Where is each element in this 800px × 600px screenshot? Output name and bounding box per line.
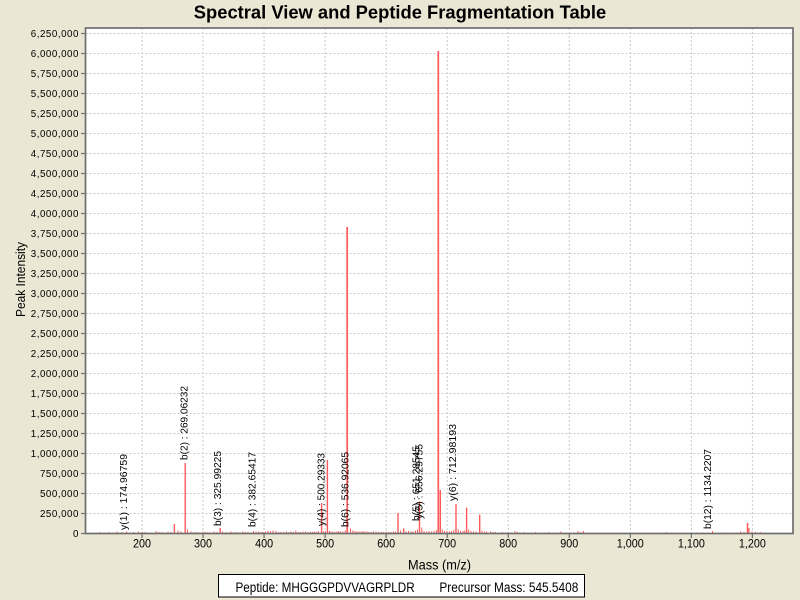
- svg-text:Spectral View and Peptide Frag: Spectral View and Peptide Fragmentation …: [194, 2, 606, 22]
- svg-text:2,500,000: 2,500,000: [31, 329, 79, 340]
- svg-text:3,000,000: 3,000,000: [31, 289, 79, 300]
- svg-text:b(5) : 651.28545: b(5) : 651.28545: [411, 446, 422, 521]
- svg-text:1,100: 1,100: [678, 537, 705, 551]
- svg-text:2,250,000: 2,250,000: [31, 349, 79, 360]
- svg-text:300: 300: [194, 537, 212, 551]
- svg-text:4,500,000: 4,500,000: [31, 169, 79, 180]
- svg-text:1,250,000: 1,250,000: [31, 429, 79, 440]
- svg-text:1,000,000: 1,000,000: [31, 449, 79, 460]
- svg-text:900: 900: [560, 537, 578, 551]
- svg-text:y(1) : 174.96759: y(1) : 174.96759: [119, 454, 130, 530]
- svg-text:800: 800: [499, 537, 517, 551]
- svg-text:5,250,000: 5,250,000: [31, 109, 79, 120]
- svg-text:500,000: 500,000: [40, 489, 79, 500]
- svg-text:3,750,000: 3,750,000: [31, 229, 79, 240]
- svg-text:b(2) : 269.06232: b(2) : 269.06232: [180, 386, 191, 460]
- svg-text:1,000: 1,000: [617, 537, 644, 551]
- svg-text:1,200: 1,200: [739, 537, 766, 551]
- svg-text:y(4) : 500.29333: y(4) : 500.29333: [316, 453, 327, 526]
- svg-text:Mass (m/z): Mass (m/z): [408, 557, 471, 573]
- svg-text:2,000,000: 2,000,000: [31, 369, 79, 380]
- svg-text:y(6) : 712.98193: y(6) : 712.98193: [448, 424, 459, 501]
- svg-text:y(5) : 656.29755: y(5) : 656.29755: [414, 444, 425, 519]
- svg-text:500: 500: [316, 537, 334, 551]
- svg-text:5,000,000: 5,000,000: [31, 129, 79, 140]
- svg-text:3,500,000: 3,500,000: [31, 249, 79, 260]
- svg-text:2,750,000: 2,750,000: [31, 309, 79, 320]
- svg-text:Precursor Mass: 545.5408: Precursor Mass: 545.5408: [439, 580, 578, 595]
- svg-text:3,250,000: 3,250,000: [31, 269, 79, 280]
- svg-text:600: 600: [377, 537, 395, 551]
- svg-text:4,250,000: 4,250,000: [31, 189, 79, 200]
- svg-text:b(4) : 382.65417: b(4) : 382.65417: [248, 452, 259, 527]
- svg-text:Peak Intensity: Peak Intensity: [13, 242, 28, 317]
- svg-text:5,500,000: 5,500,000: [31, 89, 79, 100]
- svg-text:b(12) : 1134.2207: b(12) : 1134.2207: [703, 449, 714, 529]
- svg-text:4,750,000: 4,750,000: [31, 149, 79, 160]
- svg-text:b(3) : 325.99225: b(3) : 325.99225: [213, 451, 224, 526]
- svg-text:1,500,000: 1,500,000: [31, 409, 79, 420]
- svg-text:0: 0: [73, 529, 79, 540]
- svg-text:6,250,000: 6,250,000: [31, 29, 79, 40]
- svg-text:Peptide: MHGGGPDVVAGRPLDR: Peptide: MHGGGPDVVAGRPLDR: [236, 580, 415, 595]
- svg-text:5,750,000: 5,750,000: [31, 69, 79, 80]
- svg-text:200: 200: [133, 537, 151, 551]
- svg-text:750,000: 750,000: [40, 469, 79, 480]
- svg-text:400: 400: [255, 537, 273, 551]
- svg-text:250,000: 250,000: [40, 509, 79, 520]
- svg-text:1,750,000: 1,750,000: [31, 389, 79, 400]
- svg-text:b(6) : 536.92065: b(6) : 536.92065: [340, 452, 351, 527]
- svg-text:4,000,000: 4,000,000: [31, 209, 79, 220]
- svg-text:6,000,000: 6,000,000: [31, 49, 79, 60]
- svg-text:700: 700: [438, 537, 456, 551]
